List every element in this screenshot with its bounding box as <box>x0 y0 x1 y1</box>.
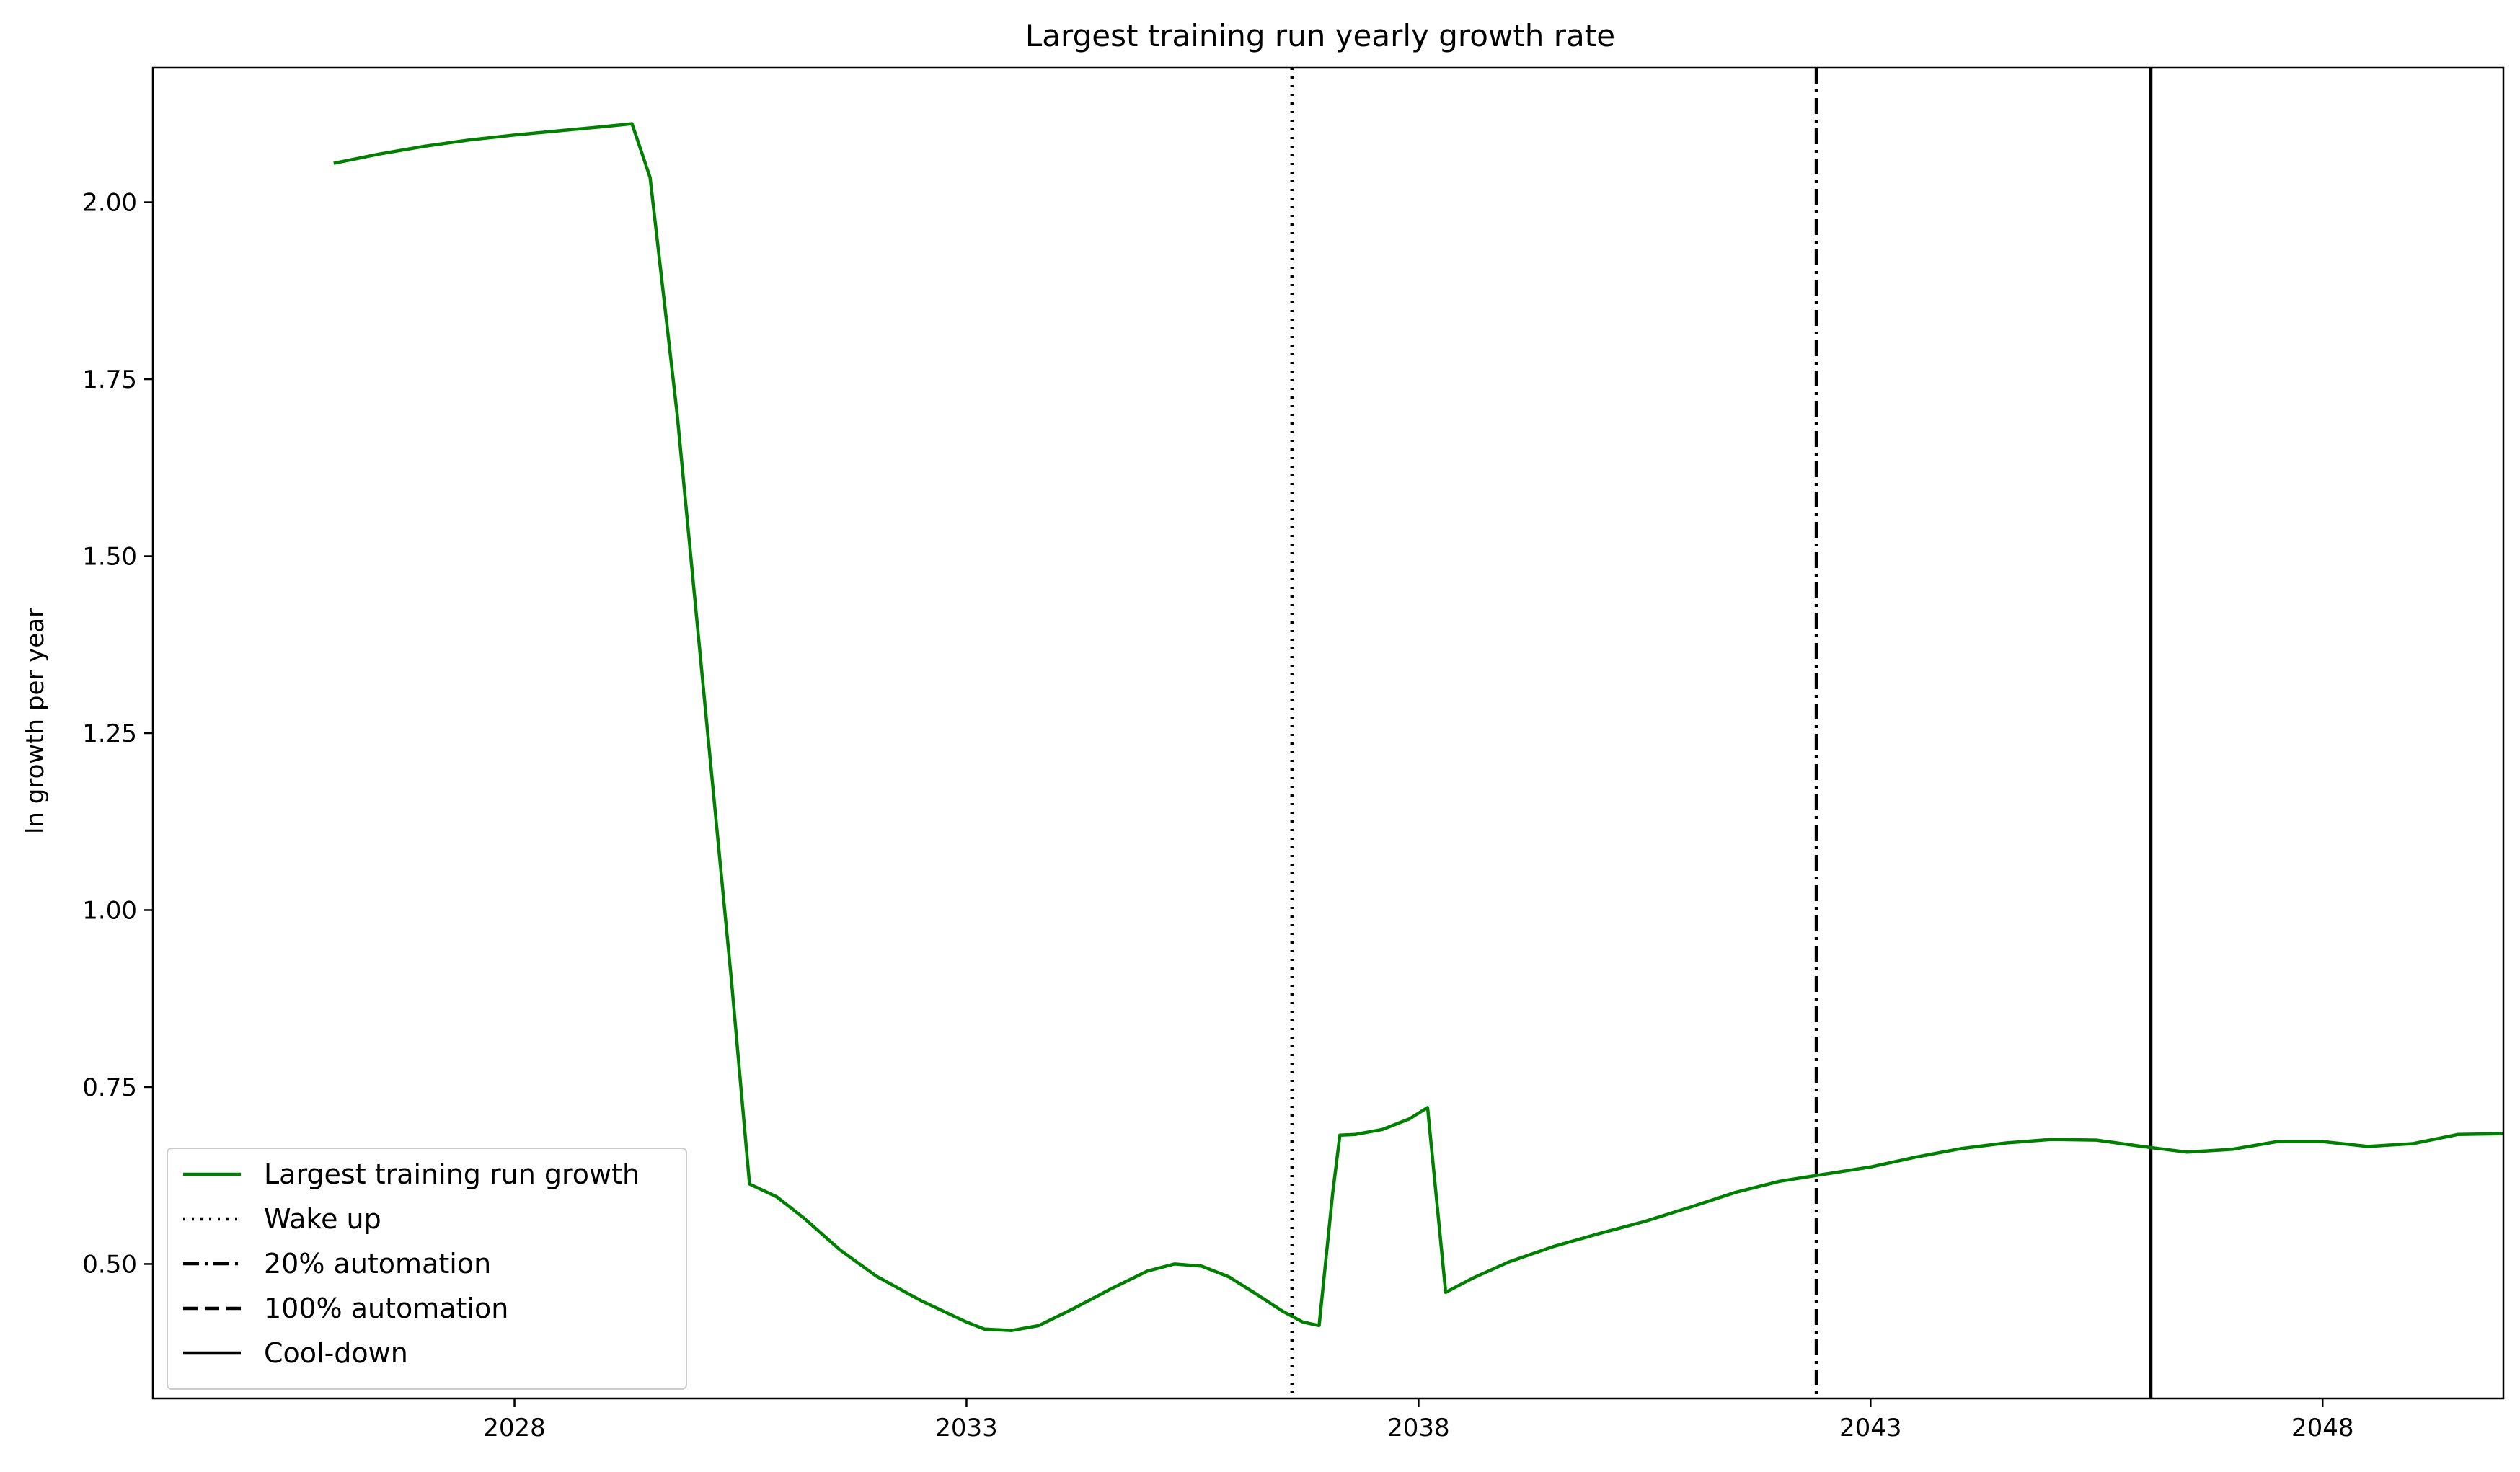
x-tick-label-2038: 2038 <box>1387 1414 1450 1442</box>
y-axis: 0.50 0.75 1.00 1.25 1.50 1.75 2.00 <box>82 189 153 1279</box>
y-tick-label-2-00: 2.00 <box>82 189 137 218</box>
legend-label-0: Largest training run growth <box>264 1158 640 1190</box>
y-tick-label-1-25: 1.25 <box>82 719 137 748</box>
x-tick-label-2028: 2028 <box>483 1414 546 1442</box>
plot-area <box>151 66 2505 1400</box>
y-tick-label-1-00: 1.00 <box>82 896 137 925</box>
y-tick-label-0-75: 0.75 <box>82 1073 137 1102</box>
y-tick-label-1-50: 1.50 <box>82 543 137 572</box>
x-tick-label-2048: 2048 <box>2291 1414 2354 1442</box>
legend-label-4: Cool-down <box>264 1337 408 1369</box>
x-tick-label-2033: 2033 <box>935 1414 998 1442</box>
marker-lines <box>1290 68 2153 1398</box>
legend-label-1: Wake up <box>264 1203 381 1235</box>
y-tick-label-1-75: 1.75 <box>82 365 137 394</box>
x-tick-label-2043: 2043 <box>1839 1414 1902 1442</box>
y-tick-label-0-50: 0.50 <box>82 1250 137 1279</box>
legend: Largest training run growth Wake up 20% au… <box>167 1148 687 1390</box>
legend-label-3: 100% automation <box>264 1293 508 1324</box>
series-line-0 <box>333 122 2503 1332</box>
series-layer <box>333 122 2503 1332</box>
legend-label-2: 20% automation <box>264 1248 491 1280</box>
chart-title: Largest training run yearly growth rate <box>1025 18 1615 53</box>
x-axis: 2028 2033 2038 2043 2048 <box>483 1398 2353 1442</box>
y-axis-label: ln growth per year <box>21 608 50 834</box>
legend-box <box>167 1148 687 1390</box>
